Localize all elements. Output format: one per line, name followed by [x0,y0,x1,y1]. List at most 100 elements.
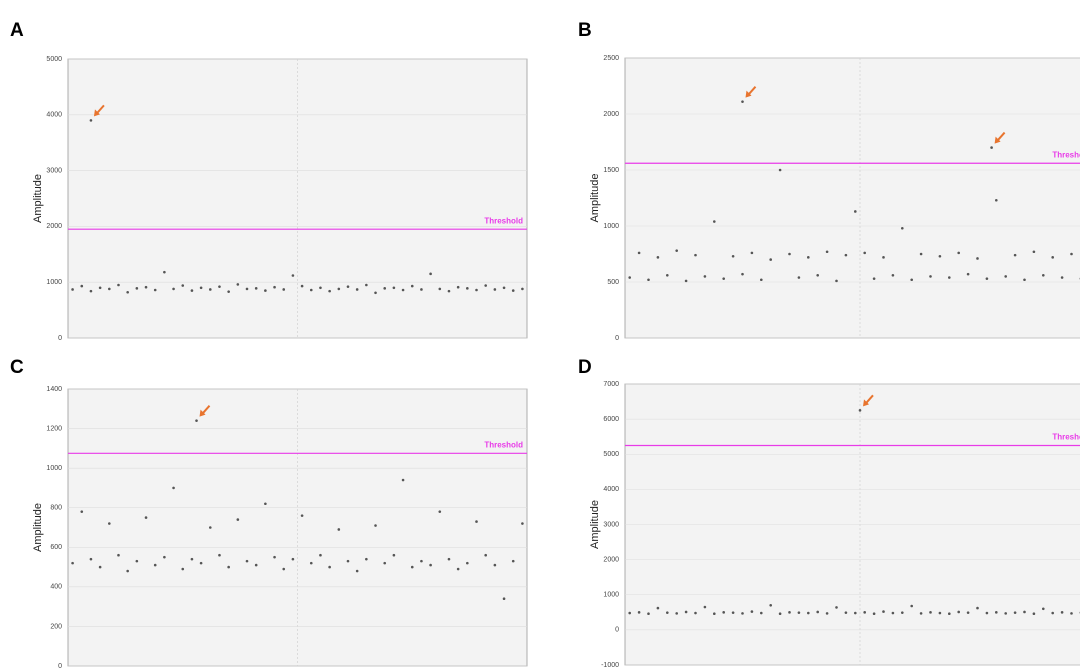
droplet [181,284,185,287]
droplet [319,553,322,557]
plot-area [67,388,528,667]
y-tick-label: 4000 [603,486,619,493]
droplet [264,502,267,506]
y-tick-label: 500 [607,279,619,286]
y-tick-label: 5000 [603,451,619,458]
droplet [778,168,782,172]
droplet [227,565,230,569]
y-tick-label: 6000 [603,416,619,423]
droplet [938,611,942,615]
droplet [254,287,258,290]
droplet [835,279,838,283]
droplet [144,285,148,289]
droplet [666,611,669,614]
droplet [218,553,221,557]
droplet [854,611,857,615]
droplet [172,287,175,291]
y-tick-label: 2000 [603,111,619,118]
y-axis-label: Amplitude [32,503,44,552]
positive-droplet [741,100,744,103]
positive-droplet [195,419,198,422]
droplet [291,557,295,561]
droplet [236,283,240,286]
y-tick-label: 0 [58,663,62,669]
droplet [891,611,895,615]
droplet [135,287,139,290]
droplet [1023,610,1026,614]
arrow-head [863,399,869,407]
droplet [282,567,286,571]
arrow-head [93,109,100,117]
droplet [236,518,240,521]
droplet [309,288,313,292]
y-tick-label: 200 [50,623,62,630]
y-axis-label: Amplitude [32,174,44,223]
droplet [769,603,772,607]
droplet [948,612,951,616]
droplet [153,288,157,292]
droplet [637,611,641,614]
positive-droplet [990,146,993,149]
droplet [1042,273,1045,277]
droplet [466,287,469,290]
droplet [966,272,970,276]
droplet [374,291,377,295]
droplet [985,277,989,280]
droplet [245,559,249,563]
arrow-head [199,409,206,417]
droplet [778,612,782,616]
droplet [392,286,396,290]
droplet [502,286,506,290]
droplet [1004,612,1007,615]
droplet [929,611,932,614]
droplet [190,557,194,561]
droplet [273,555,276,559]
droplet [797,611,801,614]
droplet [282,288,286,291]
droplet [300,284,304,288]
droplet [807,611,810,615]
droplet [117,553,120,557]
droplet [656,256,660,259]
droplet [713,220,716,223]
droplet [684,610,688,614]
droplet [80,510,84,513]
droplet [957,251,960,255]
y-axis-label: Amplitude [589,500,601,549]
droplet [1013,253,1017,257]
droplet [466,561,469,565]
droplet [493,563,497,567]
droplet [769,258,772,261]
droplet [172,486,175,490]
droplet [741,272,744,276]
droplet [346,559,350,563]
y-tick-label: 3000 [603,521,619,528]
droplet [89,289,93,293]
droplet [383,561,387,565]
droplet [80,284,84,288]
droplet [628,611,631,615]
droplet [976,606,979,610]
droplet [108,287,111,291]
droplet [863,611,866,614]
droplet [484,553,487,557]
droplet [703,605,707,609]
droplet [319,286,322,290]
droplet [410,284,414,288]
droplet [835,606,838,609]
droplet [337,287,341,291]
y-tick-label: 0 [615,335,619,342]
droplet [995,611,998,614]
droplet [429,272,432,276]
droplet [647,612,650,616]
droplet [816,273,819,277]
arrow-head [994,136,1001,144]
droplet [126,569,129,573]
y-tick-label: 0 [615,627,619,634]
droplet [71,561,74,565]
y-axis-label: Amplitude [589,174,601,223]
droplet [863,251,866,255]
droplet [957,610,960,614]
droplet [1042,607,1045,611]
droplet [420,288,423,291]
